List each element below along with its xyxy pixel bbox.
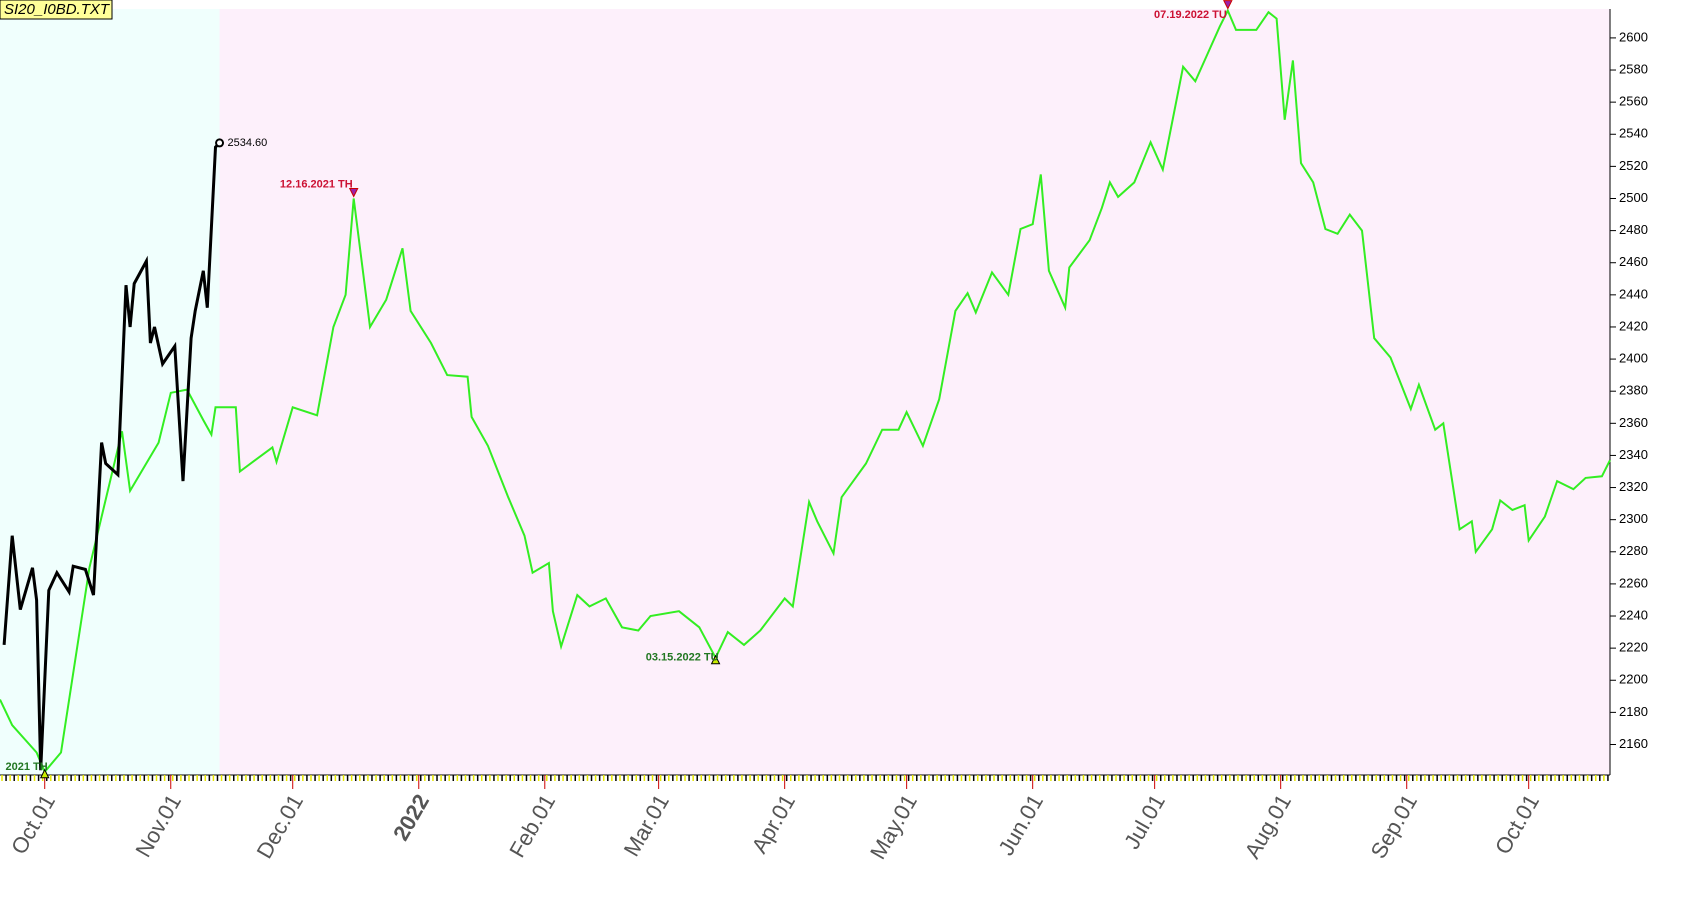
series-line <box>0 8 1611 774</box>
x-tick-label: Mar.01 <box>619 790 674 861</box>
end-point <box>215 138 225 148</box>
y-tick-label: 2540 <box>1619 126 1648 141</box>
series-line <box>2 141 221 771</box>
y-tick-label: 2200 <box>1619 672 1648 687</box>
y-tick-label: 2440 <box>1619 286 1648 301</box>
y-tick-label: 2420 <box>1619 318 1648 333</box>
y-tick-label: 2580 <box>1619 61 1648 76</box>
high-marker <box>1223 0 1233 10</box>
annotation: 2021 TH <box>6 761 48 773</box>
x-tick-label: Feb.01 <box>504 790 560 862</box>
y-tick-label: 2220 <box>1619 640 1648 655</box>
high-marker <box>348 187 359 198</box>
x-tick-label: Oct.01 <box>6 790 60 859</box>
y-tick-label: 2500 <box>1619 190 1648 205</box>
x-tick-label: Jun.01 <box>993 790 1048 860</box>
x-tick-label: Sep.01 <box>1366 790 1423 863</box>
y-tick-label: 2400 <box>1619 351 1648 366</box>
y-tick-label: 2280 <box>1619 543 1648 558</box>
annotation: 12.16.2021 TH <box>280 178 353 190</box>
y-tick-label: 2460 <box>1619 254 1648 269</box>
y-tick-label: 2560 <box>1619 94 1648 109</box>
forecast-background <box>219 9 1611 775</box>
annotation: 07.19.2022 TU <box>1154 9 1227 21</box>
y-tick-label: 2300 <box>1619 511 1648 526</box>
y-tick-label: 2600 <box>1619 29 1648 44</box>
value-label: 2534.60 <box>228 137 268 149</box>
x-tick-label: Apr.01 <box>747 790 800 858</box>
x-tick-label: May.01 <box>865 790 922 864</box>
title-box <box>0 0 113 20</box>
x-tick-label: Oct.01 <box>1490 790 1544 859</box>
y-tick-label: 2360 <box>1619 415 1648 430</box>
x-tick-label: Aug.01 <box>1240 790 1297 863</box>
x-tick-label: 2022 <box>388 790 434 845</box>
low-marker <box>710 654 721 665</box>
y-tick-label: 2340 <box>1619 447 1648 462</box>
y-tick-label: 2520 <box>1619 158 1648 173</box>
y-tick-label: 2320 <box>1619 479 1648 494</box>
y-tick-label: 2240 <box>1619 607 1648 622</box>
y-tick-label: 2180 <box>1619 704 1648 719</box>
annotation: 03.15.2022 TU <box>646 652 719 664</box>
x-tick-label: Jul.01 <box>1119 790 1170 853</box>
y-tick-label: 2260 <box>1619 575 1648 590</box>
x-tick-label: Dec.01 <box>252 790 309 863</box>
low-marker <box>39 768 50 779</box>
y-tick-label: 2480 <box>1619 222 1648 237</box>
chart-title: SI20_I0BD.TXT <box>4 1 111 18</box>
y-tick-label: 2160 <box>1619 736 1648 751</box>
y-tick-label: 2380 <box>1619 383 1648 398</box>
x-tick-label: Nov.01 <box>130 790 186 861</box>
